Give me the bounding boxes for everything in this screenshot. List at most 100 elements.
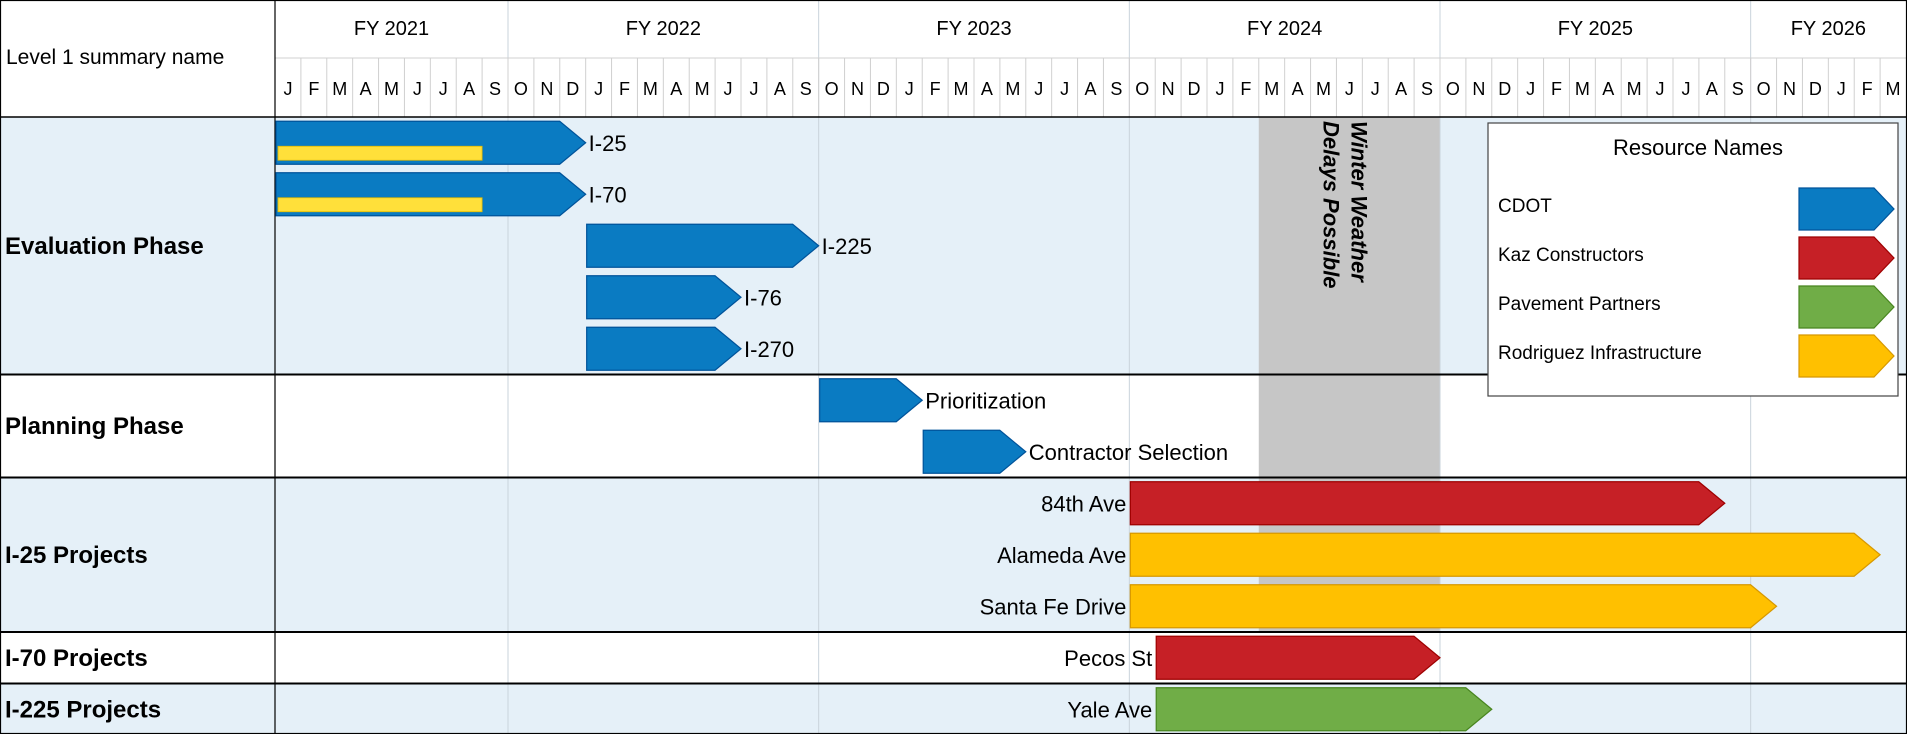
month-label: J (1681, 79, 1690, 99)
month-label: J (1345, 79, 1354, 99)
task-bar (586, 223, 820, 268)
legend-title: Resource Names (1613, 135, 1783, 160)
task-bar (586, 326, 742, 371)
task-bar (1129, 481, 1726, 526)
phase-labels: Evaluation Phase Planning Phase I-25 Proje… (5, 233, 204, 724)
month-label: O (1757, 79, 1771, 99)
fiscal-year-label: FY 2023 (936, 18, 1011, 40)
task-label: I-76 (744, 285, 782, 310)
header-background (0, 0, 1907, 118)
task-label: I-270 (744, 337, 794, 362)
phase-label: I-225 Projects (5, 696, 161, 723)
month-label: J (1034, 79, 1043, 99)
fiscal-year-label: FY 2025 (1558, 18, 1633, 40)
month-label: A (774, 79, 786, 99)
legend-swatch (1798, 285, 1895, 329)
annotation-line-2: Delays Possible (1318, 121, 1343, 289)
month-label: F (1862, 79, 1873, 99)
phase-band (0, 632, 1907, 684)
task-bar (922, 429, 1027, 474)
header-label: Level 1 summary name (6, 46, 224, 69)
month-label: F (1551, 79, 1562, 99)
task-label: I-225 (822, 234, 872, 259)
fiscal-year-label: FY 2024 (1247, 18, 1322, 40)
month-label: J (1526, 79, 1535, 99)
legend-item-label: Rodriguez Infrastructure (1498, 343, 1702, 364)
legend-item-label: Pavement Partners (1498, 294, 1661, 315)
month-label: M (1575, 79, 1590, 99)
task-label: Yale Ave (1067, 697, 1152, 722)
month-label: S (1110, 79, 1122, 99)
month-label: D (566, 79, 579, 99)
legend-swatch (1798, 334, 1895, 378)
month-label: M (954, 79, 969, 99)
month-label: M (384, 79, 399, 99)
task-label: Pecos St (1064, 646, 1152, 671)
month-label: S (1421, 79, 1433, 99)
month-label: N (851, 79, 864, 99)
month-label: D (1809, 79, 1822, 99)
month-label: M (643, 79, 658, 99)
month-label: A (981, 79, 993, 99)
month-label: M (1005, 79, 1020, 99)
month-label: J (1215, 79, 1224, 99)
month-label: F (1240, 79, 1251, 99)
month-label: F (308, 79, 319, 99)
month-label: N (1162, 79, 1175, 99)
task-progress-bar (277, 145, 483, 161)
month-label: S (489, 79, 501, 99)
phase-band (0, 683, 1907, 734)
month-label: J (283, 79, 292, 99)
month-label: M (1627, 79, 1642, 99)
month-label: A (463, 79, 475, 99)
month-label: D (1498, 79, 1511, 99)
month-label: A (1395, 79, 1407, 99)
month-label: F (930, 79, 941, 99)
timeline-header: Level 1 summary name FY 2021 FY 2022 FY 20… (6, 18, 1901, 99)
task-label: I-70 (589, 182, 627, 207)
task-bars: I-25 I-70 I-225 I-76 I-270 Prioritization Cont… (275, 120, 1882, 732)
task-bar (1129, 532, 1882, 577)
month-label: J (749, 79, 758, 99)
task-label: Santa Fe Drive (980, 594, 1127, 619)
legend: Resource Names CDOT Kaz Constructors Pavem… (1487, 122, 1899, 397)
month-label: O (1135, 79, 1149, 99)
phase-label: Evaluation Phase (5, 233, 204, 260)
task-bar (1155, 687, 1493, 732)
annotation-line-1: Winter Weather (1346, 121, 1371, 283)
legend-swatch (1798, 187, 1895, 231)
winter-annotation: Winter Weather Delays Possible (1318, 121, 1371, 289)
fiscal-year-label: FY 2021 (354, 18, 429, 40)
month-label: J (594, 79, 603, 99)
month-label: F (619, 79, 630, 99)
task-progress-bar (277, 197, 483, 213)
legend-swatch (1798, 236, 1895, 280)
month-label: D (1188, 79, 1201, 99)
month-label: J (1837, 79, 1846, 99)
month-label: O (1446, 79, 1460, 99)
month-label: A (1292, 79, 1304, 99)
month-label: J (1060, 79, 1069, 99)
month-label: O (514, 79, 528, 99)
task-bar (1155, 635, 1441, 680)
month-label: A (360, 79, 372, 99)
month-label: A (1706, 79, 1718, 99)
month-label: M (695, 79, 710, 99)
month-label: A (1084, 79, 1096, 99)
fiscal-year-label: FY 2026 (1791, 18, 1866, 40)
month-label: A (1602, 79, 1614, 99)
legend-item-label: CDOT (1498, 196, 1552, 217)
phase-label: Planning Phase (5, 413, 184, 440)
task-label: I-25 (589, 131, 627, 156)
legend-item-label: Kaz Constructors (1498, 245, 1644, 266)
month-label: S (800, 79, 812, 99)
month-label: A (670, 79, 682, 99)
task-label: Alameda Ave (997, 543, 1126, 568)
phase-label: I-25 Projects (5, 542, 148, 569)
month-label: N (540, 79, 553, 99)
month-label: S (1732, 79, 1744, 99)
month-label: J (413, 79, 422, 99)
month-label: M (1316, 79, 1331, 99)
task-label: Prioritization (925, 388, 1046, 413)
task-label: Contractor Selection (1029, 440, 1228, 465)
